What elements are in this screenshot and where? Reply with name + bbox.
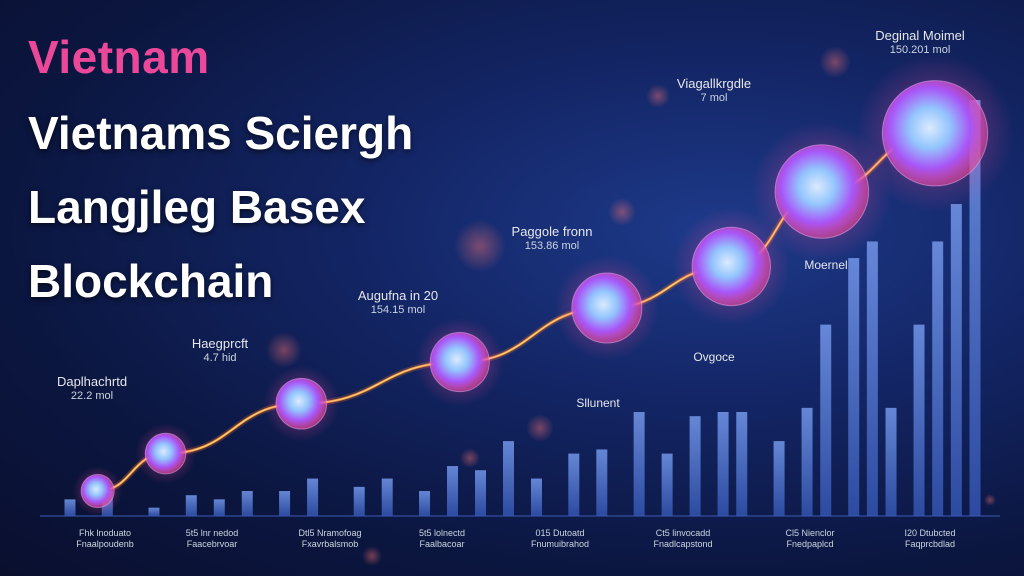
x-tick-line: Faacebrvoar (186, 539, 238, 549)
x-tick-line: Fnumuibrahod (530, 539, 590, 549)
title-accent: Vietnam (28, 31, 210, 83)
x-tick-label: Ct5 linvocadd Fnadlcapstond (638, 528, 728, 550)
annotation-1: Daplhachrtd 22.2 mol (57, 374, 127, 404)
annotation-label: Daplhachrtd (56, 374, 128, 389)
bar-5 (213, 499, 225, 516)
bar-8 (307, 478, 319, 516)
x-tick-line: 015 Dutoatd (535, 528, 585, 538)
annotation-value: 22.2 mol (70, 390, 114, 402)
bar-23 (773, 441, 785, 516)
x-tick-line: Ct5 linvocadd (655, 528, 711, 538)
bar-17 (596, 449, 608, 516)
annotation-4: Paggole fronn 153.86 mol (512, 224, 593, 254)
line-node-4 (429, 332, 490, 393)
bar-series (40, 100, 1000, 517)
annotation-value: 150.201 mol (889, 44, 951, 56)
title-line-1: Vietnams Sciergh (28, 107, 414, 159)
x-tick-label: 015 Dutoatd Fnumuibrahod (515, 528, 605, 550)
annotation-5: Viagallkrgdle 7 mol (677, 76, 751, 106)
mid-label-3: Sllunent (576, 396, 620, 410)
line-nodes (72, 54, 1014, 516)
title-line-3: Blockchain (28, 255, 274, 307)
x-tick-label: Dtl5 Nramofoag Fxavrbalsmob (285, 528, 375, 550)
annotation-label: Viagallkrgdle (676, 76, 752, 91)
x-tick-label: Cl5 Nienclor Fnedpaplcd (765, 528, 855, 550)
bar-4 (185, 495, 197, 516)
x-tick-line: I20 Dtubcted (904, 528, 956, 538)
line-node-5 (571, 272, 643, 344)
bar-27 (866, 241, 878, 516)
bar-16 (568, 453, 580, 516)
annotation-2: Haegprcft 4.7 hid (192, 336, 248, 366)
x-tick-line: 5t5 lolnectd (418, 528, 466, 538)
x-tick-line: Fnaalpoudenb (76, 539, 134, 549)
title-line-2: Langjleg Basex (28, 181, 366, 233)
bar-3 (148, 507, 160, 516)
bar-26 (848, 258, 860, 516)
line-node-7 (774, 144, 870, 239)
bar-7 (279, 491, 291, 516)
x-tick-line: Faalbacoar (419, 539, 465, 549)
x-tick-label: I20 Dtubcted Faqprcbdlad (885, 528, 975, 550)
annotation-label: Paggole fronn (511, 224, 593, 239)
x-tick-label: Fhk lnoduato Fnaalpoudenb (60, 528, 150, 550)
line-node-1 (80, 474, 115, 509)
mid-label-1: Moernel (804, 258, 848, 272)
x-tick-line: Fhk lnoduato (78, 528, 132, 538)
bar-28 (885, 407, 897, 516)
bar-20 (689, 416, 701, 516)
x-tick-line: Faqprcbdlad (904, 539, 956, 549)
line-node-3 (275, 377, 328, 430)
annotation-3: Augufna in 20 154.15 mol (358, 288, 438, 318)
line-node-2 (144, 432, 187, 475)
x-tick-line: Cl5 Nienclor (785, 528, 835, 538)
bar-29 (913, 324, 925, 516)
bar-9 (353, 486, 365, 516)
x-tick-line: Fnedpaplcd (786, 539, 834, 549)
bar-30 (932, 241, 944, 516)
annotation-label: Haegprcft (191, 336, 249, 351)
bar-24 (801, 407, 813, 516)
annotation-value: 153.86 mol (524, 240, 580, 252)
bar-6 (241, 491, 253, 516)
x-tick-line: 5t5 lnr nedod (185, 528, 239, 538)
bar-22 (736, 412, 748, 516)
x-tick-label: 5t5 lnr nedod Faacebrvoar (167, 528, 257, 550)
bar-10 (381, 478, 393, 516)
mid-label-2: Ovgoce (693, 350, 735, 364)
bar-18 (633, 412, 645, 516)
x-tick-line: Fxavrbalsmob (301, 539, 359, 549)
bar-13 (475, 470, 487, 516)
annotation-6: Deginal Moimel 150.201 mol (875, 28, 965, 58)
line-node-8 (881, 80, 989, 187)
annotation-value: 154.15 mol (370, 304, 426, 316)
bar-15 (530, 478, 542, 516)
annotation-label: Augufna in 20 (357, 288, 439, 303)
bar-12 (447, 466, 459, 516)
bar-21 (717, 412, 729, 516)
x-tick-label: 5t5 lolnectd Faalbacoar (397, 528, 487, 550)
bokeh-decor (266, 46, 996, 566)
bar-32 (969, 100, 981, 516)
annotation-value: 7 mol (700, 92, 728, 104)
bar-31 (950, 204, 962, 516)
bar-1 (64, 499, 76, 516)
annotation-value: 4.7 hid (203, 352, 237, 364)
bar-19 (661, 453, 673, 516)
line-node-6 (691, 226, 772, 307)
x-tick-line: Fnadlcapstond (653, 539, 713, 549)
annotation-label: Deginal Moimel (875, 28, 965, 43)
bar-14 (503, 441, 515, 516)
bar-11 (419, 491, 431, 516)
x-tick-line: Dtl5 Nramofoag (298, 528, 362, 538)
bar-25 (820, 324, 832, 516)
